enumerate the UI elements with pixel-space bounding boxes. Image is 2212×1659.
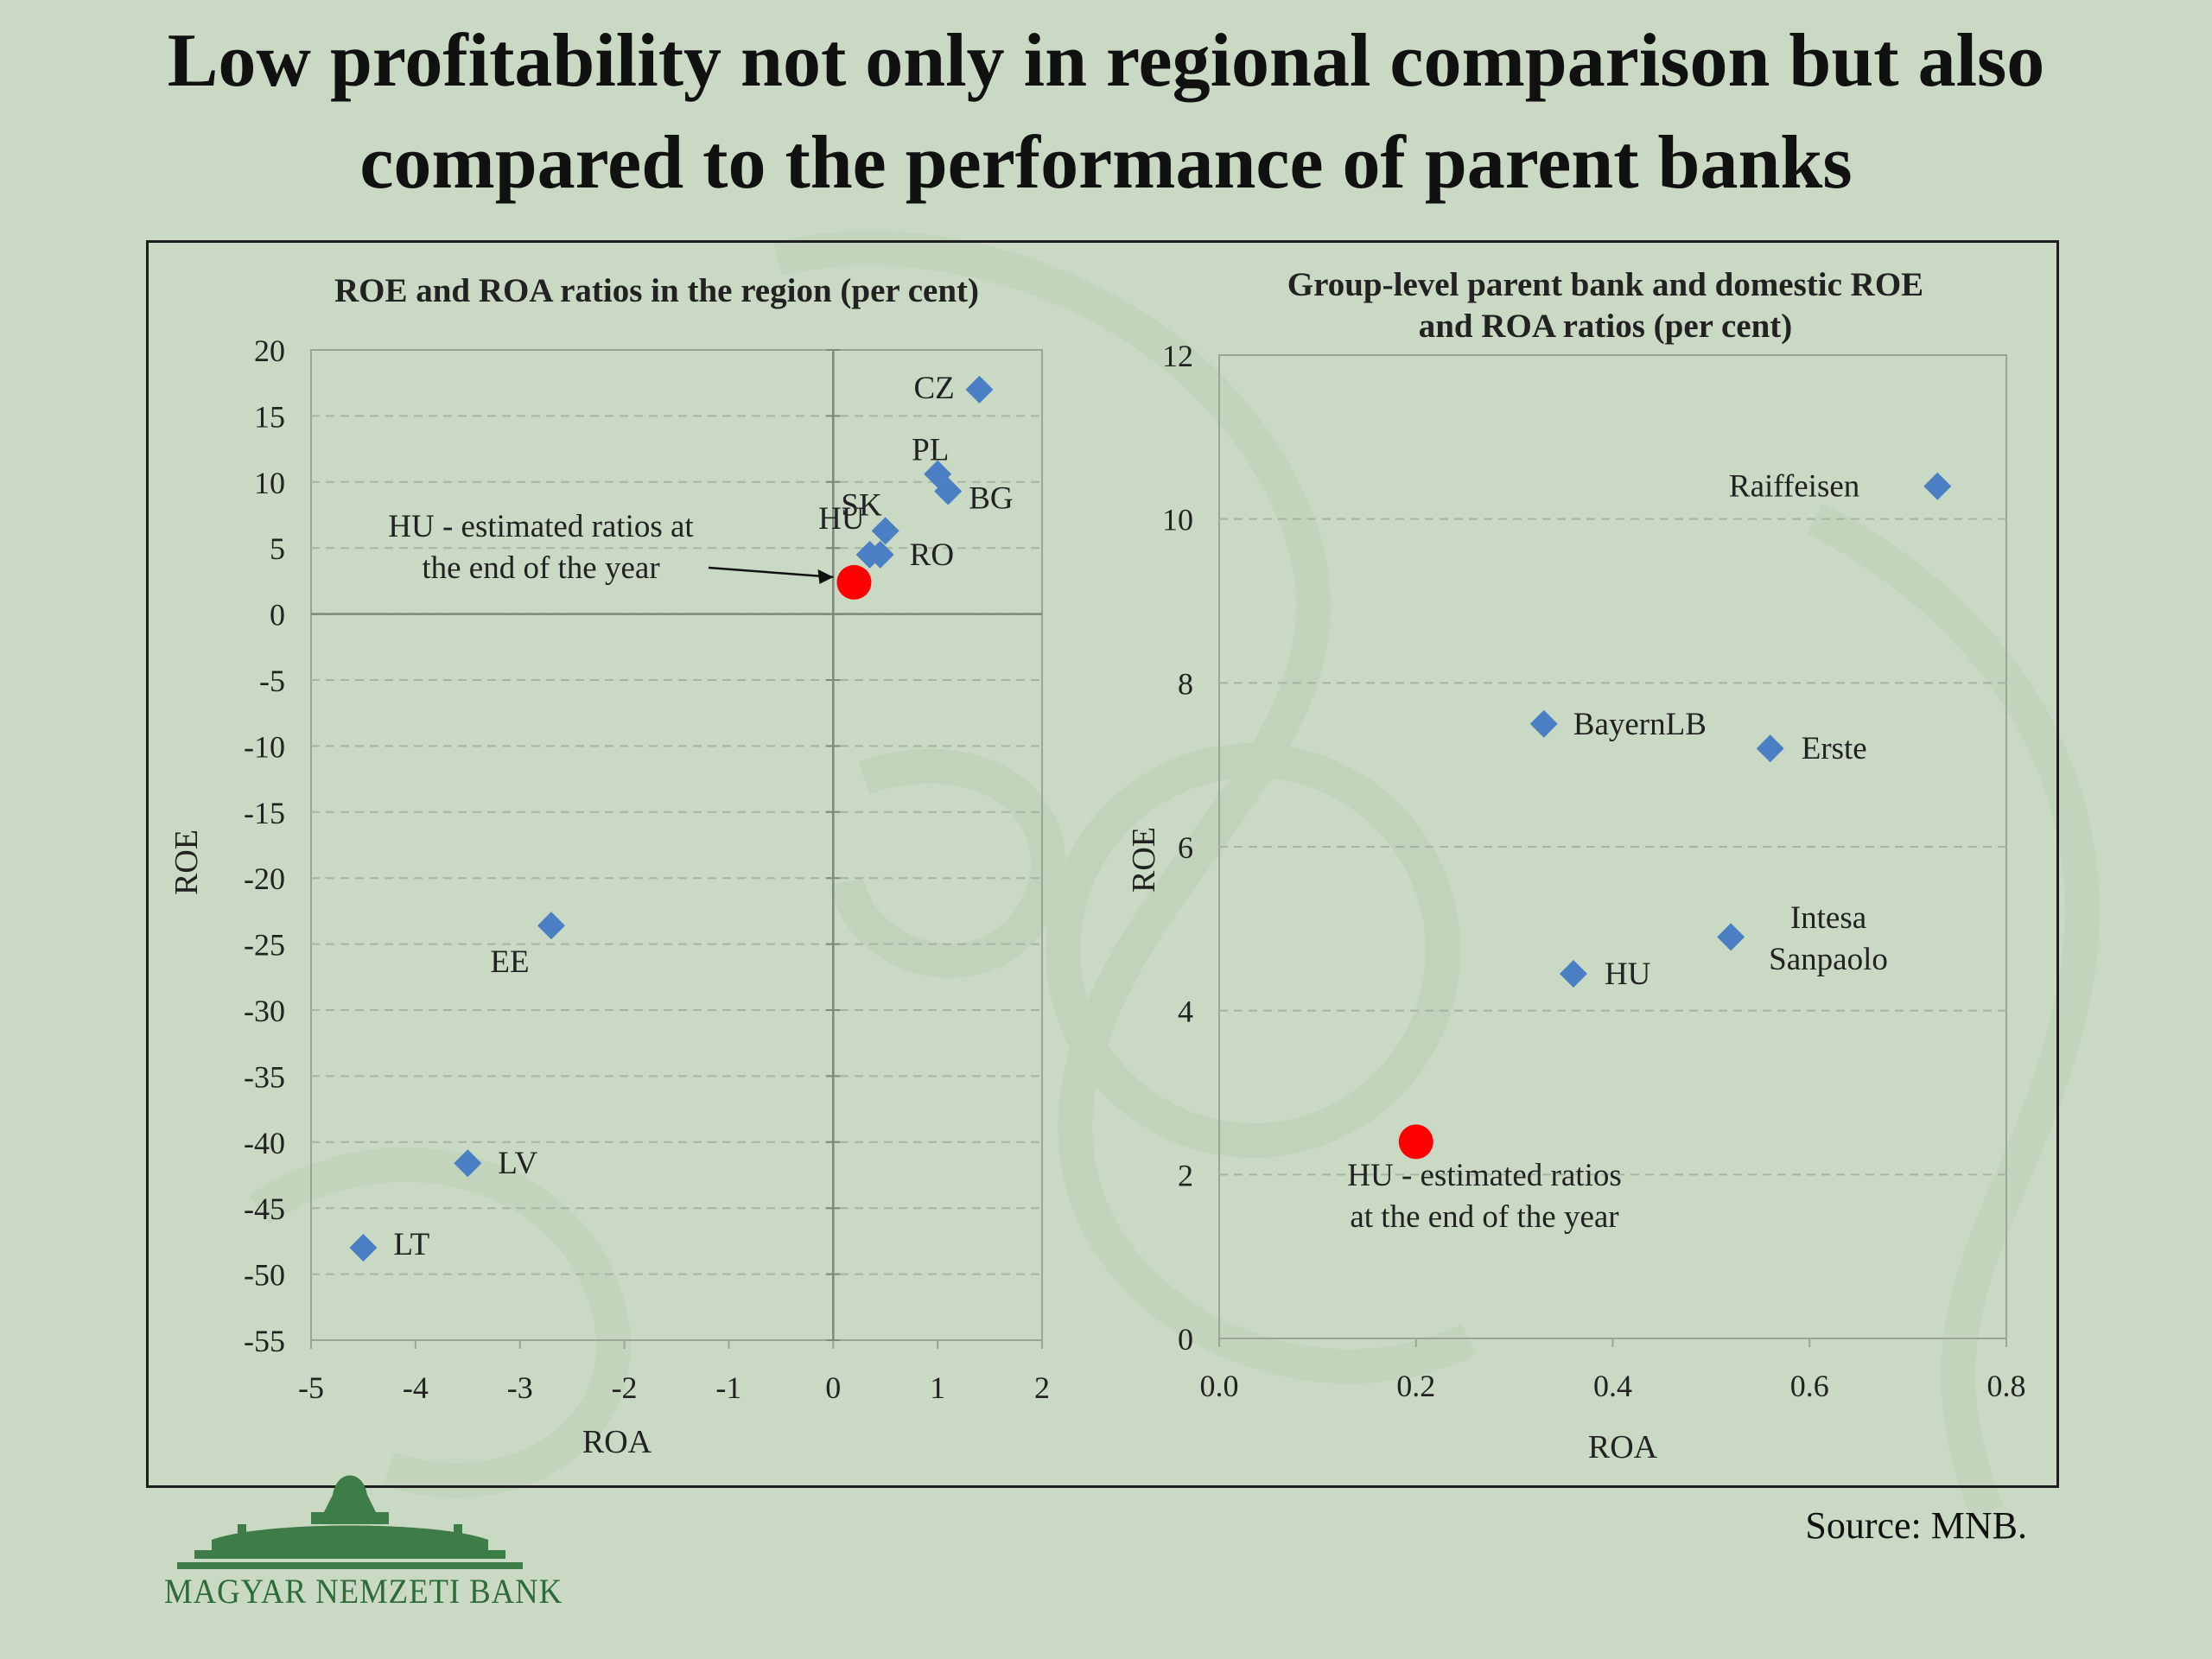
x-tick-label: -4	[403, 1370, 429, 1405]
left-highlight-label-line2: the end of the year	[422, 550, 659, 586]
highlight-point-hu-estimated	[1398, 1124, 1433, 1160]
point-label: Raiffeisen	[1729, 469, 1859, 505]
mnb-logo-text: MAGYAR NEMZETI BANK	[164, 1572, 563, 1611]
point-label: BayernLB	[1573, 707, 1707, 742]
highlight-point-hu-estimated	[836, 564, 872, 600]
left-chart-title: ROE and ROA ratios in the region (per ce…	[334, 272, 979, 309]
x-tick-label: 0.0	[1200, 1369, 1239, 1403]
data-point-lt	[349, 1234, 378, 1262]
point-label: SK	[841, 487, 882, 523]
x-tick-label: 0.8	[1987, 1369, 2026, 1403]
data-point-hu	[1559, 959, 1587, 988]
y-tick-label: 15	[254, 399, 285, 434]
slide-title-line2: compared to the performance of parent ba…	[359, 121, 1853, 205]
y-tick-label: 12	[1162, 339, 1193, 373]
y-tick-label: 0	[270, 598, 285, 632]
x-tick-label: -2	[612, 1370, 638, 1405]
left-highlight-label-line1: HU - estimated ratios at	[388, 509, 694, 544]
mnb-logo-emblem	[177, 1475, 523, 1569]
data-point-cz	[965, 375, 994, 404]
point-label: PL	[912, 433, 949, 468]
point-label: RO	[910, 537, 954, 573]
y-tick-label: -35	[244, 1059, 285, 1094]
y-tick-label: -30	[244, 994, 285, 1028]
y-tick-label: 10	[254, 466, 285, 500]
y-tick-label: -25	[244, 928, 285, 963]
y-tick-label: -20	[244, 861, 285, 896]
x-tick-label: 1	[930, 1370, 945, 1405]
right-point-label-intesa-line2: Sanpaolo	[1769, 942, 1888, 977]
right-chart-title-line1: Group-level parent bank and domestic ROE	[1287, 266, 1923, 303]
slide-title-line1: Low profitability not only in regional c…	[167, 19, 2045, 103]
x-tick-label: -1	[715, 1370, 741, 1405]
data-point-ro	[866, 540, 894, 569]
y-tick-label: -40	[244, 1126, 285, 1160]
left-y-axis-label: ROE	[168, 830, 205, 895]
y-tick-label: -45	[244, 1192, 285, 1226]
data-point-erste	[1756, 734, 1784, 763]
y-tick-label: 0	[1178, 1322, 1193, 1357]
data-point-raiffeisen	[1923, 472, 1952, 500]
y-tick-label: 10	[1162, 503, 1193, 537]
right-highlight-label-line1: HU - estimated ratios	[1347, 1158, 1622, 1193]
point-label: HU	[818, 501, 864, 537]
source-note: Source: MNB.	[1805, 1504, 2027, 1547]
x-tick-label: 0.4	[1593, 1369, 1632, 1403]
point-label: EE	[490, 944, 529, 980]
y-tick-label: 8	[1178, 666, 1193, 701]
right-plot-area: 12 10 8 6 4 2 00.0 0.2 0.4 0.6 0.8 Raiffeisen Bayern…	[1162, 339, 2026, 1403]
x-tick-label: 0.6	[1790, 1369, 1829, 1403]
data-point-bayernlb	[1529, 709, 1558, 738]
plot-border	[310, 349, 1043, 1341]
data-point-lv	[454, 1149, 482, 1178]
y-tick-label: 5	[270, 531, 285, 566]
y-tick-label: 4	[1178, 995, 1193, 1029]
left-x-axis-label: ROA	[582, 1424, 652, 1460]
point-label: LV	[498, 1146, 537, 1181]
slide-title: Low profitability not only in regional c…	[0, 10, 2212, 214]
y-tick-label: -5	[259, 664, 285, 698]
y-tick-label: -55	[244, 1324, 285, 1358]
right-chart-title-line2: and ROA ratios (per cent)	[1419, 308, 1793, 345]
right-x-axis-label: ROA	[1588, 1429, 1658, 1465]
data-point-bg	[934, 477, 963, 505]
point-label: LT	[393, 1227, 429, 1262]
right-highlight-label-line2: at the end of the year	[1350, 1199, 1618, 1235]
data-point-intesa-sanpaolo	[1717, 923, 1745, 951]
data-point-sk	[871, 517, 899, 545]
right-y-axis-label: ROE	[1126, 827, 1162, 893]
y-tick-label: -15	[244, 796, 285, 830]
annotation-arrow-head	[817, 569, 834, 584]
point-label: CZ	[913, 371, 954, 406]
y-tick-label: 6	[1178, 830, 1193, 865]
x-tick-label: 2	[1034, 1370, 1050, 1405]
data-point-ee	[537, 912, 565, 940]
right-point-label-intesa-line1: Intesa	[1790, 900, 1866, 936]
point-label: Erste	[1802, 731, 1867, 766]
chart-frame	[146, 240, 2059, 1488]
x-tick-label: -5	[298, 1370, 324, 1405]
x-tick-label: -3	[507, 1370, 533, 1405]
y-tick-label: -50	[244, 1258, 285, 1293]
left-plot-area: 20151050-5-10-15-20-25-30-35-40-45-50-55…	[244, 334, 1050, 1405]
y-tick-label: 2	[1178, 1158, 1193, 1192]
point-label: HU	[1605, 957, 1650, 992]
x-tick-label: 0	[825, 1370, 841, 1405]
y-tick-label: -10	[244, 729, 285, 764]
x-tick-label: 0.2	[1396, 1369, 1435, 1403]
annotation-arrow-line	[708, 566, 834, 579]
point-label: BG	[969, 480, 1013, 516]
y-tick-label: 20	[254, 334, 285, 368]
